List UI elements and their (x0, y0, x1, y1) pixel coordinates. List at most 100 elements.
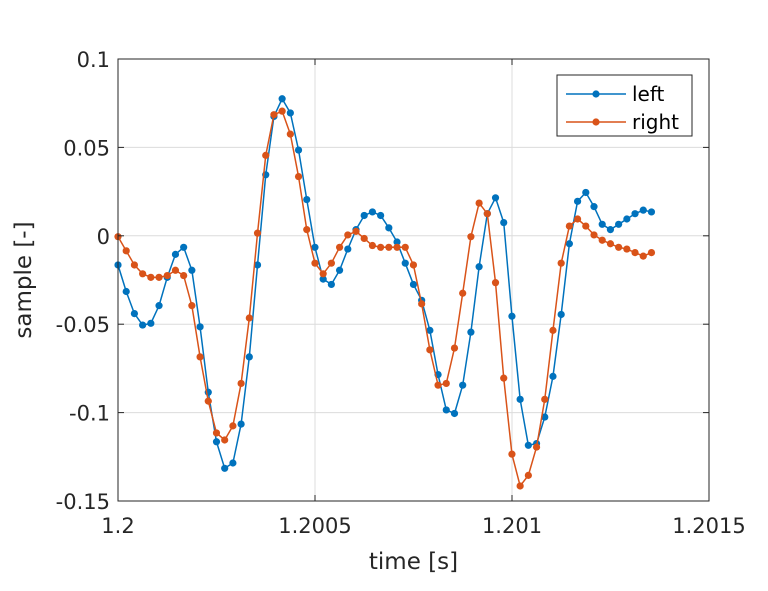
data-point-right (582, 222, 590, 230)
x-tick-label: 1.201 (482, 514, 542, 538)
data-point-left (385, 224, 393, 232)
data-point-left (212, 438, 221, 446)
data-point-right (377, 243, 385, 251)
data-point-right (311, 259, 319, 267)
data-point-left (557, 310, 565, 319)
data-point-left (459, 381, 467, 389)
data-point-right (155, 273, 163, 281)
data-point-left (377, 211, 385, 220)
data-point-right (139, 270, 147, 278)
y-tick-label: 0.05 (63, 136, 110, 160)
legend-label-left: left (632, 82, 665, 106)
data-point-right (327, 259, 335, 267)
data-point-left (344, 245, 352, 253)
data-point-left (598, 220, 606, 228)
data-point-left (541, 413, 549, 421)
data-point-right (196, 353, 204, 361)
data-point-right (270, 111, 278, 119)
data-point-left (631, 210, 639, 218)
data-point-left (130, 309, 139, 318)
data-point-right (245, 314, 253, 322)
legend-label-right: right (632, 110, 679, 134)
data-point-left (180, 243, 188, 251)
data-point-right (122, 247, 130, 255)
y-tick-label: -0.1 (69, 402, 110, 426)
data-point-left (426, 326, 434, 334)
data-point-right (549, 326, 557, 334)
data-point-right (565, 222, 573, 230)
data-point-right (130, 261, 139, 269)
data-point-right (467, 233, 475, 241)
data-point-right (475, 199, 483, 207)
data-point-right (442, 379, 450, 388)
data-point-right (212, 429, 221, 437)
data-point-left (335, 266, 344, 274)
data-point-right (237, 379, 245, 388)
data-point-left (155, 302, 163, 310)
ticks (117, 58, 710, 502)
data-point-right (319, 270, 327, 278)
y-tick-label: -0.15 (56, 490, 110, 514)
data-point-right (409, 261, 418, 269)
data-point-right (262, 151, 270, 159)
data-point-left (467, 328, 475, 336)
data-point-right (426, 346, 434, 354)
x-tick-label: 1.2015 (672, 514, 745, 538)
data-point-left (327, 280, 335, 289)
x-tick-label: 1.2005 (278, 514, 351, 538)
data-point-right (483, 210, 491, 218)
data-point-left (450, 409, 459, 418)
data-point-left (368, 208, 377, 216)
data-point-right (573, 215, 582, 223)
data-point-left (139, 321, 147, 329)
data-point-left (516, 395, 524, 403)
data-point-right (508, 450, 516, 458)
data-point-right (368, 241, 377, 250)
data-point-right (163, 271, 171, 280)
data-point-right (615, 243, 623, 251)
data-point-left (221, 464, 229, 472)
data-point-left (549, 372, 557, 380)
data-point-right (147, 273, 155, 281)
y-axis-label: sample [-] (11, 221, 37, 338)
data-point-left (196, 323, 204, 331)
data-point-right (335, 243, 344, 251)
data-point-right (221, 436, 229, 444)
data-point-right (352, 227, 360, 235)
data-point-right (286, 130, 294, 138)
legend-marker-left (592, 90, 600, 98)
data-point-right (253, 229, 262, 237)
data-point-right (491, 279, 500, 287)
data-point-right (188, 302, 196, 310)
data-point-left (393, 238, 401, 246)
data-point-right (647, 249, 656, 257)
data-point-right (393, 243, 401, 251)
grid (118, 59, 709, 501)
data-point-right (180, 271, 188, 280)
data-point-right (418, 300, 426, 308)
data-point-right (360, 234, 368, 243)
tick-labels: 1.2 1.2005 1.201 1.2015 0.1 0.05 0 -0.05 -0.1 -0.… (56, 48, 746, 538)
data-point-right (434, 381, 442, 389)
data-point-left (401, 259, 409, 267)
series-layer (114, 95, 656, 490)
data-point-right (229, 422, 237, 430)
data-point-left (623, 215, 631, 223)
plot-frame (117, 58, 710, 502)
data-point-left (278, 95, 286, 103)
data-point-right (639, 252, 647, 260)
data-point-left (442, 406, 450, 414)
data-point-left (475, 263, 483, 271)
data-point-left (237, 420, 245, 428)
data-point-right (303, 226, 311, 234)
data-point-right (606, 240, 615, 248)
data-point-right (344, 231, 352, 239)
data-point-left (500, 218, 508, 227)
data-point-right (450, 344, 459, 352)
data-point-right (590, 231, 598, 239)
data-point-left (303, 195, 311, 204)
data-point-left (286, 109, 294, 117)
data-point-left (229, 459, 237, 467)
x-axis-label: time [s] (369, 549, 458, 575)
data-point-right (204, 397, 212, 405)
